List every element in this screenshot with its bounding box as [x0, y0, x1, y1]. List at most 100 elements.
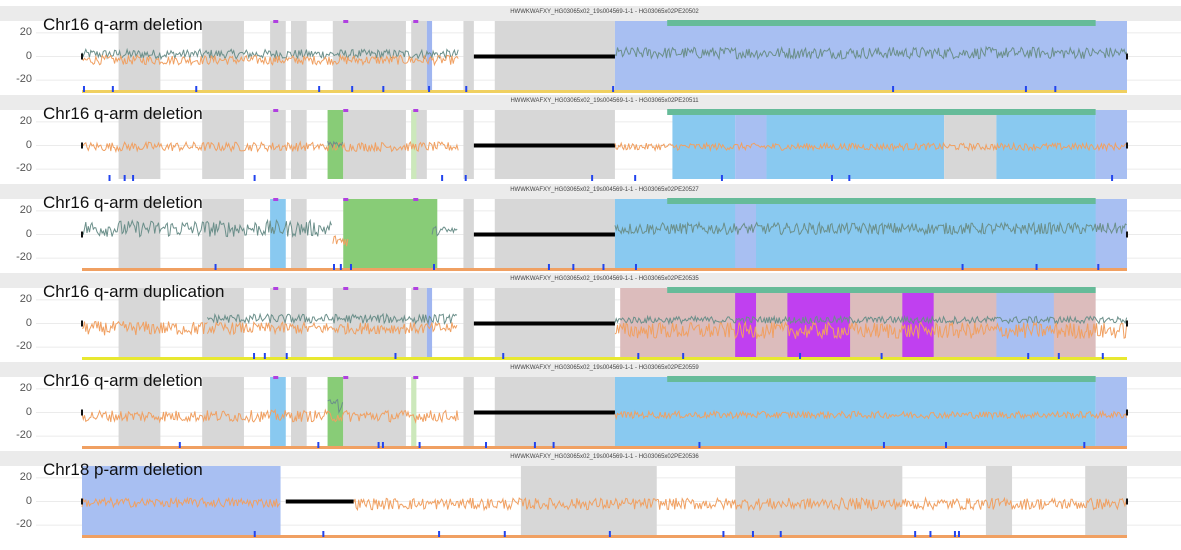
top-annotation-bar — [667, 376, 1096, 382]
panel-label: Chr16 q-arm deletion — [43, 104, 203, 123]
region-band — [614, 199, 1127, 270]
purple-marker — [273, 109, 279, 112]
bottom-track-line — [82, 179, 1127, 182]
y-tick-label: 20 — [19, 470, 32, 483]
region-band — [463, 377, 474, 448]
region-band — [270, 377, 286, 448]
edge-mark — [81, 231, 83, 238]
purple-marker — [343, 287, 349, 290]
y-tick-label: 20 — [19, 381, 32, 394]
y-tick-label: -20 — [16, 518, 32, 531]
panel-label: Chr16 q-arm deletion — [43, 15, 203, 34]
region-band — [614, 377, 1096, 448]
series-line — [81, 47, 459, 61]
region-band — [411, 377, 417, 448]
region-band — [118, 288, 161, 359]
edge-mark — [81, 53, 83, 60]
top-annotation-bar — [667, 20, 1096, 26]
series-line — [206, 312, 458, 326]
edge-mark — [81, 409, 83, 416]
purple-marker — [343, 109, 349, 112]
series-line — [327, 398, 344, 414]
edge-mark — [1126, 231, 1128, 238]
region-band — [291, 377, 307, 448]
panel-strip — [0, 6, 1181, 21]
bottom-track-line — [82, 535, 1127, 538]
region-band — [327, 110, 344, 181]
y-tick-label: -20 — [16, 251, 32, 264]
region-band — [463, 110, 474, 181]
purple-marker — [273, 287, 279, 290]
edge-mark — [1126, 53, 1128, 60]
region-band — [996, 288, 1054, 359]
series-line — [81, 218, 332, 238]
top-annotation-bar — [667, 287, 1096, 293]
series-line — [81, 320, 208, 336]
region-band — [327, 377, 344, 448]
region-band — [118, 377, 161, 448]
region-band — [614, 21, 1127, 92]
region-band — [332, 288, 406, 359]
series-line — [81, 496, 281, 509]
purple-marker — [413, 20, 419, 23]
strip-title: HWWKWAFXY_HG03065x02_19s004569-1-1 - HG0… — [510, 365, 699, 371]
region-band — [202, 199, 244, 270]
series-line — [431, 225, 458, 237]
y-tick-label: 0 — [25, 405, 32, 418]
y-tick-label: 0 — [25, 138, 32, 151]
purple-marker — [413, 376, 419, 379]
purple-marker — [273, 20, 279, 23]
region-band — [270, 199, 286, 270]
edge-mark — [1126, 320, 1128, 327]
panel-label: Chr16 q-arm deletion — [43, 193, 203, 212]
y-tick-label: 0 — [25, 227, 32, 240]
strip-title: HWWKWAFXY_HG03065x02_19s004569-1-1 - HG0… — [510, 187, 699, 193]
region-band — [202, 377, 244, 448]
purple-marker — [413, 287, 419, 290]
series-line — [81, 53, 459, 67]
bottom-track-line — [82, 90, 1127, 93]
edge-mark — [81, 320, 83, 327]
panel-strip — [0, 362, 1181, 377]
series-line — [614, 320, 1128, 340]
bottom-track-line — [82, 268, 1127, 271]
strip-title: HWWKWAFXY_HG03065x02_19s004569-1-1 - HG0… — [510, 98, 699, 104]
series-line — [614, 141, 1127, 153]
region-band — [291, 21, 307, 92]
series-line — [614, 45, 1127, 61]
series-line — [353, 496, 1127, 512]
purple-marker — [273, 198, 279, 201]
region-band — [411, 288, 427, 359]
region-band — [118, 110, 161, 181]
y-tick-label: 20 — [19, 114, 32, 127]
edge-mark — [1126, 409, 1128, 416]
purple-marker — [343, 20, 349, 23]
top-annotation-bar — [667, 198, 1096, 204]
series-line — [81, 408, 459, 424]
series-line — [327, 140, 344, 149]
region-band — [426, 21, 433, 92]
y-tick-label: 20 — [19, 25, 32, 38]
purple-marker — [343, 376, 349, 379]
series-line — [614, 314, 1128, 326]
region-band — [735, 466, 903, 537]
region-band — [426, 288, 433, 359]
series-line — [614, 220, 1127, 236]
y-tick-label: 20 — [19, 292, 32, 305]
region-band — [902, 288, 934, 359]
top-annotation-bar — [667, 109, 1096, 115]
region-band — [1095, 377, 1127, 448]
region-band — [1095, 199, 1127, 270]
series-line — [81, 140, 459, 154]
region-band — [463, 21, 474, 92]
y-tick-label: 20 — [19, 203, 32, 216]
purple-marker — [273, 376, 279, 379]
region-band — [291, 199, 307, 270]
region-band — [343, 199, 438, 270]
strip-title: HWWKWAFXY_HG03065x02_19s004569-1-1 - HG0… — [510, 9, 699, 15]
bottom-track-line — [82, 446, 1127, 449]
region-band — [463, 288, 474, 359]
strip-title: HWWKWAFXY_HG03065x02_19s004569-1-1 - HG0… — [510, 454, 699, 460]
y-tick-label: 0 — [25, 316, 32, 329]
